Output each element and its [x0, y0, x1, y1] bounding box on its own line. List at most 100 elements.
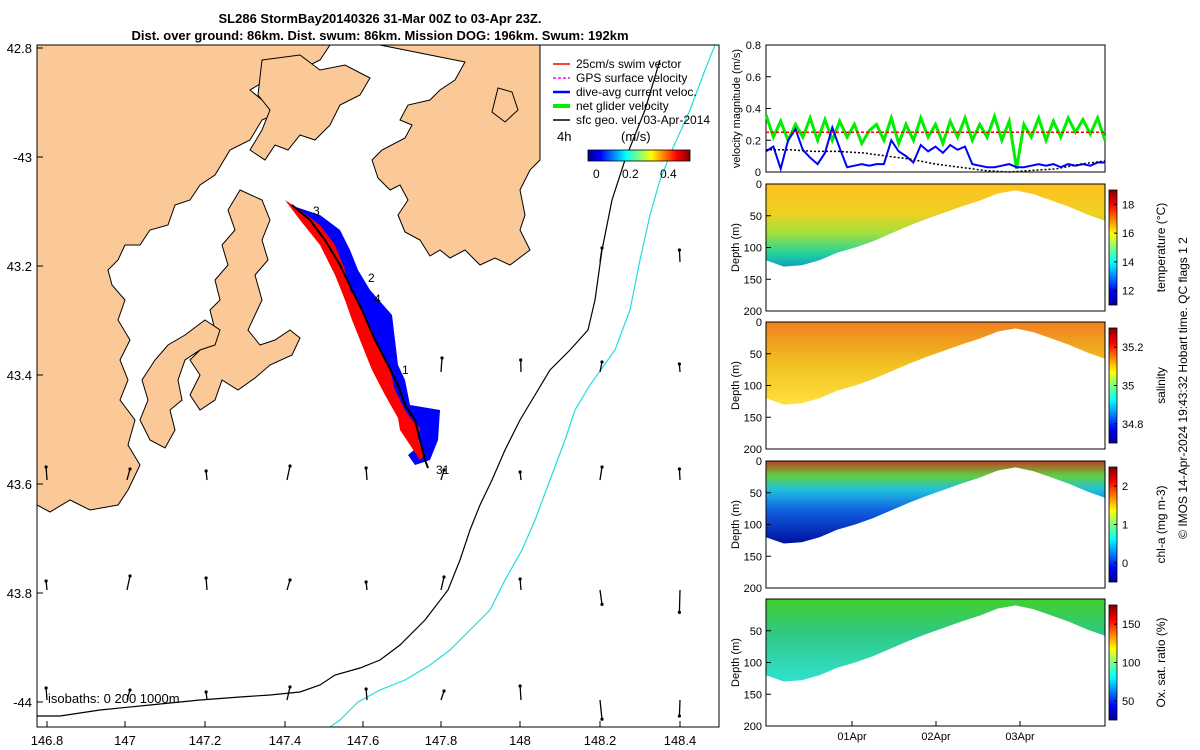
velocity-axes [765, 44, 1106, 173]
geo-velocity-arrow [126, 468, 131, 481]
isobath-1000m [329, 45, 716, 727]
geo-velocity-arrowhead [600, 246, 604, 250]
geo-velocity-arrowhead [44, 465, 48, 469]
geo-velocity-arrowhead [364, 466, 368, 470]
section-panel-1: 0 50 100 150 200 Depth (m) 12 14 16 18 temperature… [730, 179, 1168, 318]
map-y-tick-label: 43.6 [7, 477, 32, 492]
section-y-tick-label: 200 [744, 721, 762, 733]
map-x-tick-label: 146.8 [31, 733, 64, 748]
colorbar-tick-label: 34.8 [1122, 419, 1143, 431]
velocity-y-tick-label: 0 [755, 167, 761, 179]
geo-velocity-arrow [678, 699, 681, 717]
geo-velocity-arrowhead [677, 248, 682, 252]
geo-velocity-arrow [678, 249, 681, 263]
geo-velocity-arrowhead [204, 690, 208, 694]
colorbar-tick-label: 50 [1122, 696, 1134, 708]
map-x-tick-label: 148.2 [584, 733, 617, 748]
map-y-tick-label: -44 [13, 695, 32, 710]
map-x-tick-label: 147.6 [347, 733, 380, 748]
colorbar-tick-label: 12 [1122, 286, 1134, 298]
geo-velocity-arrowhead [288, 464, 292, 468]
colorbar-tick-0-4: 0.4 [660, 167, 677, 181]
section-x-tick-label: 03Apr [1005, 731, 1035, 743]
geo-velocity-arrowhead [442, 575, 446, 579]
geo-velocity-arrowhead [519, 358, 523, 362]
colorbar-tick-label: 1 [1122, 520, 1128, 532]
map-x-tick-label: 147.2 [189, 733, 222, 748]
geo-velocity-arrow [45, 687, 48, 701]
section-y-tick-label: 100 [744, 658, 762, 670]
colorbar-tick-label: 100 [1122, 658, 1140, 670]
map-x-tick-label: 148 [509, 733, 531, 748]
geo-velocity-arrow [126, 689, 131, 701]
colorbar-tick-label: 18 [1122, 199, 1134, 211]
section-y-tick-label: 150 [744, 274, 762, 286]
geo-velocity-arrowhead [364, 580, 368, 584]
isobath-200m [37, 59, 661, 717]
geo-velocity-arrow [286, 686, 291, 701]
isobaths-label: isobaths: 0 200 1000m [48, 691, 180, 706]
geo-velocity-arrow [519, 685, 522, 701]
geo-velocity-arrowhead [204, 576, 208, 580]
legend-item-swim-vector: 25cm/s swim vector [553, 57, 681, 71]
section-panel-4: 50 100 150 200 Depth (m) 01Apr 02Apr 03Apr 50 100… [730, 598, 1168, 743]
velocity-y-label: velocity magnitude (m/s) [731, 49, 743, 168]
map-y-tick-label: 43.4 [7, 368, 32, 383]
legend-label-dive-avg: dive-avg current veloc. [576, 85, 697, 99]
land-island-small [491, 87, 519, 123]
geo-velocity-arrowhead [600, 602, 604, 607]
geo-velocity-arrow [599, 247, 603, 263]
geo-velocity-arrow [599, 466, 603, 481]
colorbar-label: salinity [1154, 367, 1168, 404]
section-y-label: Depth (m) [730, 500, 742, 549]
geo-velocity-arrow [365, 688, 368, 701]
geo-velocity-arrowhead [364, 687, 368, 691]
velocity-series-0 [764, 111, 1107, 170]
legend-label-net-glider: net glider velocity [576, 99, 669, 113]
section-y-tick-label: 100 [744, 381, 762, 393]
section-y-tick-label: 50 [750, 488, 762, 500]
map-x-tick-label: 147.8 [425, 733, 458, 748]
geo-velocity-arrow [365, 467, 368, 481]
map-x-tick-label: 148.4 [664, 733, 697, 748]
colorbar-label: Ox. sat. ratio (%) [1154, 617, 1168, 707]
legend-label-gps: GPS surface velocity [576, 71, 687, 85]
section-y-tick-label: 200 [744, 306, 762, 318]
section-data-field [766, 599, 1105, 682]
legend-item-gps: GPS surface velocity [553, 71, 687, 85]
section-x-tick-label: 01Apr [837, 731, 867, 743]
chart-title-line2: Dist. over ground: 86km. Dist. swum: 86k… [131, 28, 629, 43]
geo-velocity-arrow [286, 579, 291, 591]
geo-velocity-arrowhead [518, 684, 522, 688]
map-x-axis: 146.8 147 147.2 147.4 147.6 147.8 148 148.2 148.… [31, 721, 697, 748]
section-y-label: Depth (m) [730, 638, 742, 687]
track-label-1: 1 [402, 363, 409, 377]
track-label-4: 4 [374, 292, 381, 306]
section-y-tick-label: 0 [756, 456, 762, 468]
map-y-tick-label: -43 [13, 150, 32, 165]
section-y-tick-label: 200 [744, 583, 762, 595]
geo-velocity-arrowhead [44, 579, 48, 583]
geo-velocity-arrowhead [128, 574, 132, 578]
geo-velocity-arrow [519, 578, 522, 591]
geo-velocity-arrowhead [677, 362, 682, 366]
section-y-tick-label: 0 [756, 317, 762, 329]
geo-velocity-arrow [440, 469, 445, 481]
map-colorbar [587, 149, 691, 162]
land-central [249, 54, 371, 161]
map-x-tick-label: 147.4 [269, 733, 302, 748]
section-data-field [766, 461, 1105, 544]
geo-velocity-arrowhead [44, 686, 48, 690]
glider-track: 3 2 4 1 31 [285, 200, 450, 477]
section-y-tick-label: 100 [744, 520, 762, 532]
geo-velocity-arrowhead [677, 467, 682, 471]
legend-label-sfc-geo: sfc geo. vel. 03-Apr-2014 [576, 113, 710, 127]
section-y-tick-label: 200 [744, 444, 762, 456]
colorbar-tick-label: 0 [1122, 558, 1128, 570]
geo-velocity-arrowhead [128, 688, 132, 692]
section-y-tick-label: 50 [750, 211, 762, 223]
geo-velocity-arrow [205, 577, 208, 591]
geo-velocity-arrow [678, 468, 681, 481]
